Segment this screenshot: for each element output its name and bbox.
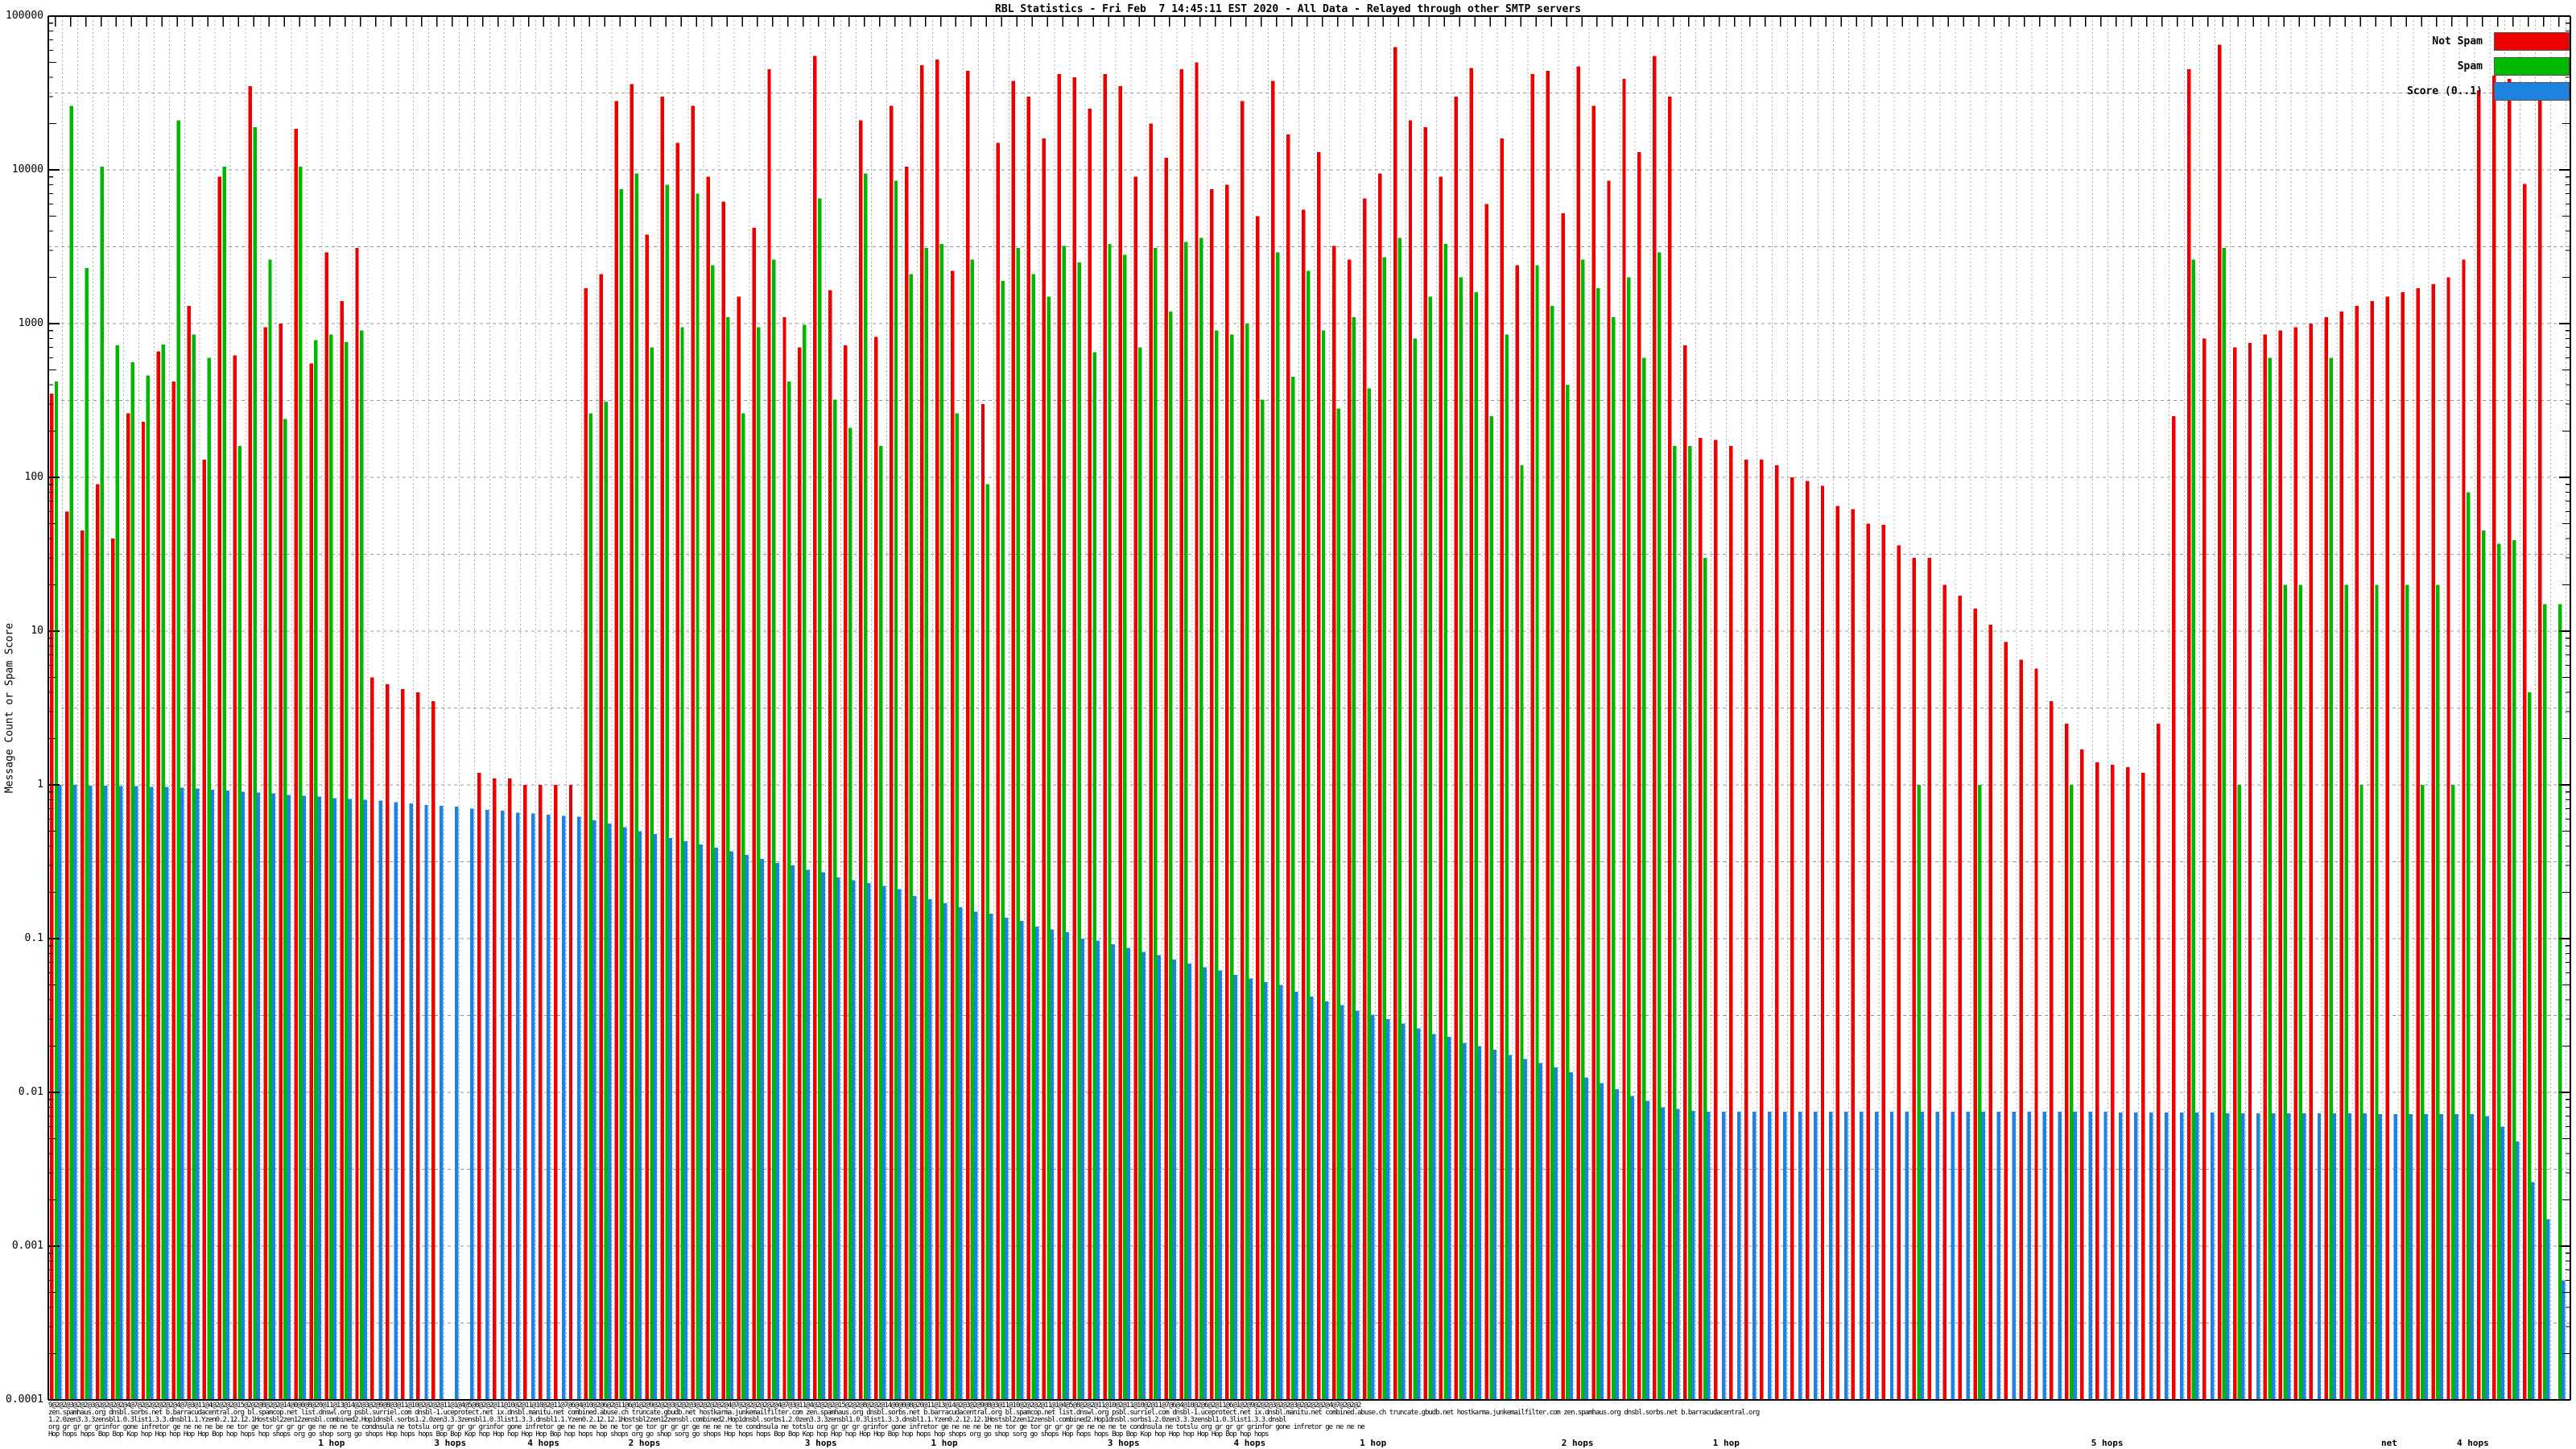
legend-label-score: Score (0..1) — [2407, 85, 2483, 97]
y-tick-label: 0.0001 — [6, 1393, 43, 1406]
x-axis-hop-label: 1 hop — [1360, 1438, 1387, 1448]
x-axis-hop-label: 4 hops — [527, 1438, 560, 1448]
x-axis-hop-label: 2 hops — [1561, 1438, 1594, 1448]
x-axis-smear-line: zen.spamhaus.org dnsbl.sorbs.net b.barra… — [48, 1409, 1760, 1417]
legend-item-spam: Spam — [2407, 56, 2570, 76]
y-tick-label: 0.01 — [18, 1086, 43, 1098]
legend-label-not-spam: Not Spam — [2432, 35, 2483, 47]
score-swatch-icon — [2494, 81, 2570, 101]
not-spam-swatch-icon — [2494, 31, 2570, 51]
legend-label-spam: Spam — [2457, 60, 2483, 72]
x-axis-hop-label: 3 hops — [434, 1438, 467, 1448]
y-tick-label: 0.1 — [24, 932, 43, 944]
y-tick-label: 100 — [24, 471, 43, 483]
x-axis-hop-label: 3 hops — [1107, 1438, 1140, 1448]
x-axis-hop-label: 2 hops — [628, 1438, 661, 1448]
x-axis-smear-line: org gr gr gr grinfor gone infretor ge ne… — [48, 1423, 1365, 1431]
x-axis-hop-label: 4 hops — [1233, 1438, 1266, 1448]
x-axis-hop-label: 5 hops — [2091, 1438, 2124, 1448]
legend: Not Spam Spam Score (0..1) — [2407, 31, 2570, 107]
x-axis-label-band: 9@2@2@3@2@2@3@2@2@2@2@4@7@2@2@2@2@2@4@7@… — [48, 1402, 2570, 1448]
y-tick-label: 100000 — [6, 10, 43, 22]
y-tick-label: 0.001 — [11, 1240, 43, 1252]
y-tick-label: 10000 — [11, 163, 43, 175]
x-axis-smear-line: 1.2.0zen3.3.3zensbl1.0.3list1.3.3.dnsbl1… — [48, 1416, 1287, 1424]
x-axis-smear-line: 9@2@2@3@2@2@3@2@2@2@2@4@7@2@2@2@2@2@4@7@… — [48, 1402, 1361, 1410]
x-axis-hop-label: 1 hop — [1712, 1438, 1740, 1448]
legend-item-score: Score (0..1) — [2407, 81, 2570, 101]
y-tick-label: 1000 — [18, 317, 43, 329]
x-axis-hop-label: 3 hops — [804, 1438, 837, 1448]
spam-swatch-icon — [2494, 56, 2570, 76]
x-axis-hop-label: 1 hop — [318, 1438, 345, 1448]
x-axis-hop-label: net — [2381, 1438, 2397, 1448]
x-axis-hop-label: 4 hops — [2457, 1438, 2489, 1448]
chart-title: RBL Statistics - Fri Feb 7 14:45:11 EST … — [995, 3, 1581, 15]
y-tick-label: 1 — [37, 778, 43, 791]
x-axis-hop-label: 1 hop — [931, 1438, 958, 1448]
legend-item-not-spam: Not Spam — [2407, 31, 2570, 51]
x-axis-smear-line: Hop hops hops Bop Bop Kop hop Hop hop Ho… — [48, 1430, 1269, 1439]
y-tick-label: 10 — [31, 625, 43, 637]
